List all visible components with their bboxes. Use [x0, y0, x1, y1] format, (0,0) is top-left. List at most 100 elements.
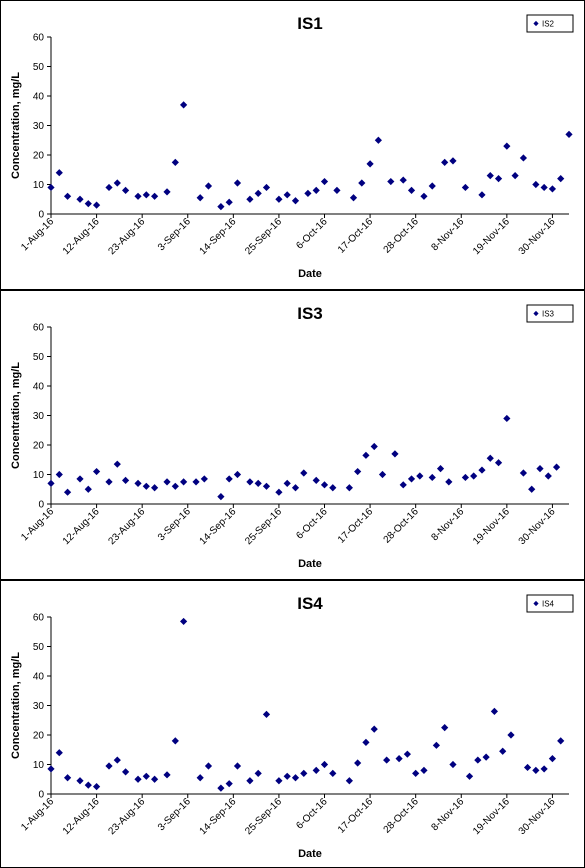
data-point	[503, 414, 511, 423]
data-point	[486, 454, 494, 462]
data-point	[262, 183, 271, 192]
data-point	[300, 769, 308, 777]
x-tick-label: 1-Aug-16	[19, 216, 56, 253]
data-point	[163, 188, 171, 196]
x-tick-label: 23-Aug-16	[106, 506, 147, 547]
x-tick-label: 14-Sep-16	[198, 216, 239, 257]
data-point	[163, 478, 171, 486]
data-point	[445, 478, 453, 486]
x-tick-label: 17-Oct-16	[336, 506, 376, 546]
legend-marker	[533, 600, 539, 607]
data-point	[171, 737, 179, 745]
data-point	[395, 755, 403, 763]
data-point	[374, 136, 382, 144]
data-point	[557, 737, 565, 745]
x-tick-label: 6-Oct-16	[294, 796, 330, 832]
legend: IS2	[526, 14, 574, 33]
data-point	[283, 191, 291, 199]
x-tick-label: 25-Sep-16	[243, 506, 284, 547]
x-tick-label: 3-Sep-16	[156, 796, 193, 833]
x-tick-label: 25-Sep-16	[243, 796, 284, 837]
x-tick-label: 23-Aug-16	[106, 796, 147, 837]
x-tick-label: 12-Aug-16	[61, 796, 102, 837]
data-point	[246, 777, 254, 785]
data-point	[300, 469, 308, 477]
data-point	[291, 484, 300, 492]
y-tick-label: 40	[33, 382, 45, 393]
data-point	[84, 485, 92, 493]
data-point	[465, 772, 474, 780]
data-point	[544, 472, 552, 480]
data-point	[134, 479, 142, 487]
data-point	[428, 182, 436, 190]
y-axis-label: Concentration, mg/L	[10, 72, 22, 179]
data-point	[532, 766, 540, 774]
data-point	[142, 482, 150, 490]
data-point	[47, 183, 55, 192]
data-point	[320, 760, 329, 769]
data-point	[503, 142, 511, 150]
data-point	[180, 101, 188, 109]
x-tick-label: 30-Nov-16	[517, 216, 558, 257]
data-point	[225, 198, 233, 206]
data-point	[134, 775, 142, 783]
data-point	[217, 784, 225, 792]
data-point	[262, 482, 271, 490]
data-point	[254, 189, 262, 197]
data-point	[436, 465, 445, 473]
data-point	[283, 479, 291, 487]
x-tick-label: 23-Aug-16	[106, 216, 147, 257]
data-point	[192, 478, 200, 486]
legend-label: IS4	[542, 600, 555, 609]
x-tick-label: 8-Nov-16	[430, 506, 467, 543]
y-tick-label: 0	[38, 210, 44, 221]
data-point	[345, 777, 353, 785]
data-point	[105, 762, 113, 770]
data-point	[233, 179, 242, 187]
data-point	[548, 755, 557, 763]
data-point	[383, 756, 391, 764]
y-tick-label: 30	[33, 701, 45, 712]
data-point	[225, 780, 233, 788]
data-point	[540, 183, 548, 192]
data-point	[482, 753, 490, 761]
data-point	[399, 481, 407, 489]
data-point	[511, 172, 519, 180]
chart-is1: IS1 0 10 20 30 40 50 60 1-Aug-16 12-Aug-16 23-Aug-…	[10, 14, 574, 280]
data-point	[540, 765, 548, 773]
x-tick-label: 28-Oct-16	[382, 506, 422, 546]
data-point	[366, 160, 374, 168]
data-point	[84, 781, 92, 789]
data-point	[370, 725, 378, 733]
y-tick-label: 20	[33, 441, 45, 452]
data-point	[312, 766, 320, 774]
x-tick-label: 28-Oct-16	[382, 216, 422, 256]
data-point	[76, 195, 84, 203]
y-tick-label: 30	[33, 411, 45, 422]
x-axis-label: Date	[298, 268, 322, 280]
data-point	[345, 484, 353, 492]
data-point	[407, 186, 416, 194]
data-point	[225, 475, 233, 483]
data-point	[536, 465, 544, 473]
data-point	[416, 472, 424, 480]
x-tick-label: 28-Oct-16	[382, 796, 422, 836]
data-point	[55, 470, 63, 479]
x-tick-label: 12-Aug-16	[61, 216, 102, 257]
y-axis-label: Concentration, mg/L	[10, 652, 22, 759]
data-point	[362, 738, 370, 746]
data-point	[378, 470, 387, 479]
x-tick-label: 1-Aug-16	[19, 506, 56, 543]
data-point	[121, 186, 130, 194]
y-tick-label: 30	[33, 121, 45, 132]
data-point	[275, 488, 283, 496]
x-tick-label: 25-Sep-16	[243, 216, 284, 257]
data-point	[474, 756, 482, 764]
x-tick-label: 3-Sep-16	[156, 506, 193, 543]
y-tick-label: 0	[38, 500, 44, 511]
data-point	[142, 772, 150, 780]
data-point	[552, 463, 561, 471]
data-point	[494, 459, 503, 467]
data-point	[55, 749, 63, 757]
y-tick-label: 60	[33, 33, 45, 44]
